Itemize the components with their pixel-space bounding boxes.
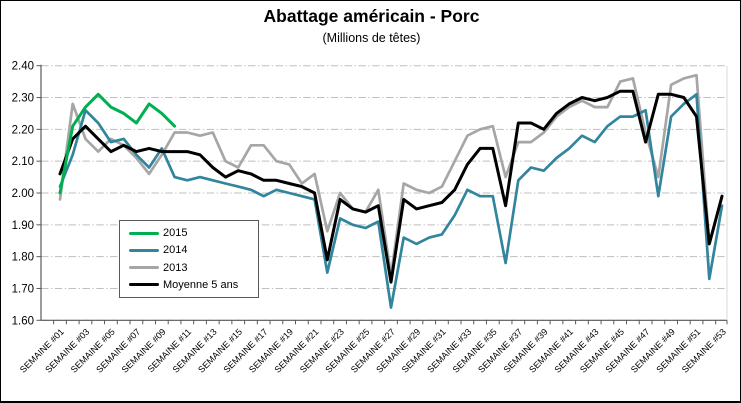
y-axis-label: 2.40 [12,61,34,73]
y-axis-label: 2.20 [12,124,34,136]
legend-item-moyenne-5-ans: Moyenne 5 ans [129,277,258,293]
legend-item-2013: 2013 [129,260,258,276]
series-line-2015 [58,92,177,195]
legend-line-swatch [129,283,159,287]
x-axis-label: SEMAINE #01 [18,327,66,375]
chart-legend: 2015 2014 2013 Moyenne 5 ans [119,220,259,298]
y-axis-label: 2.00 [12,188,34,200]
y-axis-label: 2.30 [12,93,34,105]
legend-label: 2013 [163,261,188,274]
legend-item-2015: 2015 [129,225,258,241]
legend-label: 2014 [163,244,188,257]
legend-line-swatch [129,231,159,235]
y-axis-label: 1.90 [12,220,34,232]
series-line-moyenne-5-ans [58,89,724,284]
series-line-2014 [58,92,724,309]
y-axis-label: 2.10 [12,156,34,168]
legend-line-swatch [129,248,159,253]
y-axis-label: 1.80 [12,252,34,264]
chart-title: Abattage américain - Porc [263,6,480,26]
legend-line-swatch [129,265,159,270]
legend-label: Moyenne 5 ans [163,278,239,291]
y-axis-label: 1.60 [12,315,34,327]
legend-item-2014: 2014 [129,242,258,258]
chart-subtitle: (Millions de têtes) [322,31,421,45]
legend-label: 2015 [163,227,188,240]
y-axis-label: 1.70 [12,283,34,295]
